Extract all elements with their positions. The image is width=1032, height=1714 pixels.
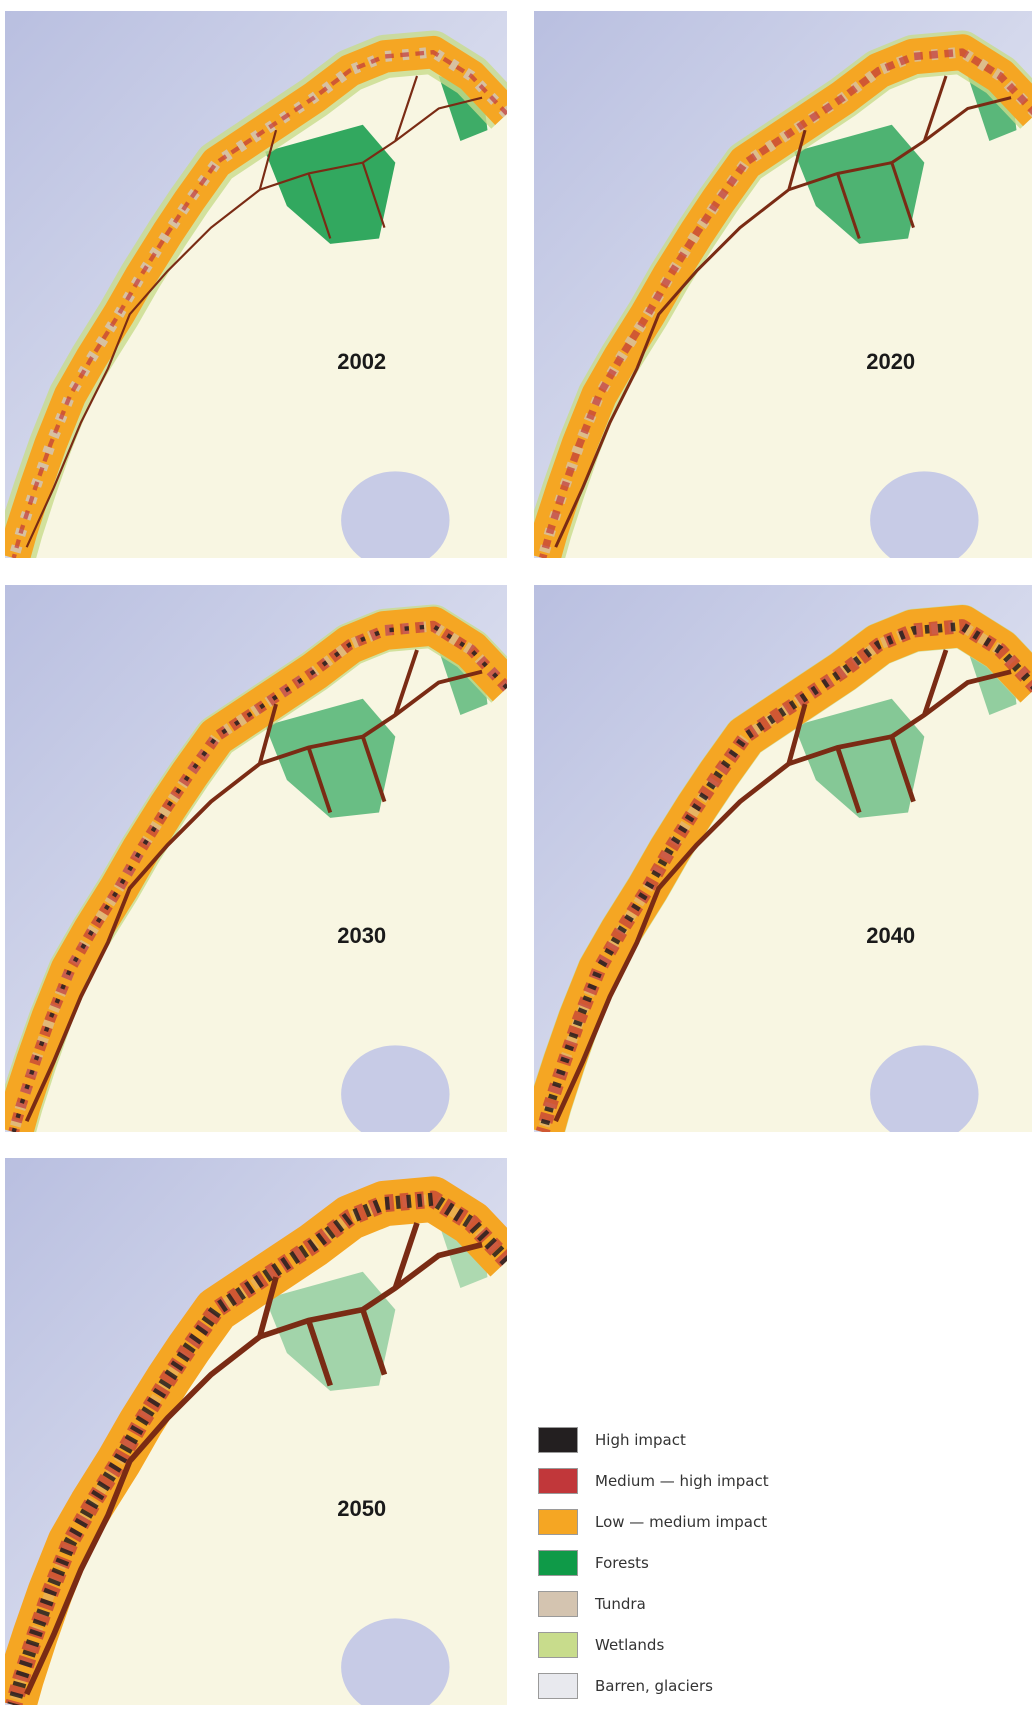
year-label: 2020	[866, 349, 915, 375]
map-panel: 2020	[534, 11, 1032, 558]
legend-label: Medium — high impact	[595, 1472, 769, 1490]
legend-swatch	[538, 1632, 578, 1658]
map-panel: 2002	[5, 11, 507, 558]
legend-label: Forests	[595, 1554, 649, 1572]
map	[5, 585, 507, 1132]
map-panel: 2050	[5, 1158, 507, 1705]
legend-swatch	[538, 1468, 578, 1494]
map-panel: 2030	[5, 585, 507, 1132]
legend-label: Barren, glaciers	[595, 1677, 713, 1695]
legend-swatch	[538, 1427, 578, 1453]
page: {"panels": [{"year": "2002"}, {"year": "…	[0, 0, 1032, 1704]
map-panel: 2040	[534, 585, 1032, 1132]
map	[5, 11, 507, 558]
year-label: 2002	[337, 349, 386, 375]
map	[534, 585, 1032, 1132]
legend-swatch	[538, 1673, 578, 1699]
legend-label: High impact	[595, 1431, 686, 1449]
legend-label: Tundra	[595, 1595, 646, 1613]
legend-swatch	[538, 1550, 578, 1576]
map	[534, 11, 1032, 558]
map	[5, 1158, 507, 1705]
year-label: 2030	[337, 923, 386, 949]
legend-label: Wetlands	[595, 1636, 664, 1654]
year-label: 2040	[866, 923, 915, 949]
legend-label: Low — medium impact	[595, 1513, 767, 1531]
year-label: 2050	[337, 1496, 386, 1522]
legend-swatch	[538, 1509, 578, 1535]
legend-swatch	[538, 1591, 578, 1617]
